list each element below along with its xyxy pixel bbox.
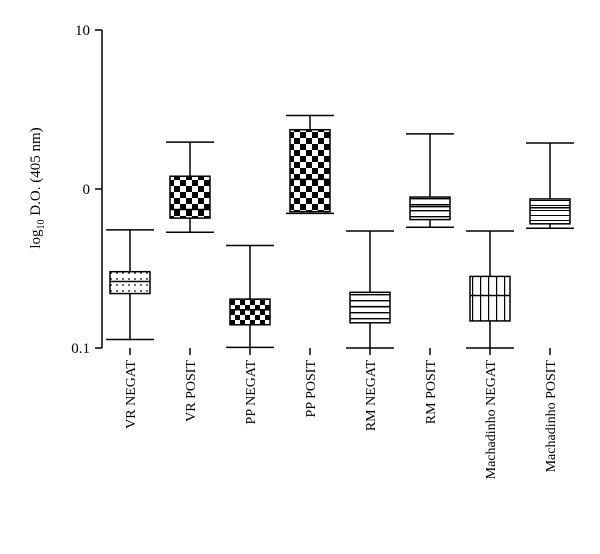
x-axis-labels: VR NEGAT VR POSIT PP NEGAT PP POSIT RM NEGAT… <box>124 348 559 479</box>
box-3 <box>226 244 274 349</box>
x-category-label: VR POSIT <box>184 360 199 422</box>
box-5 <box>346 230 394 349</box>
x-category-label: Machadinho POSIT <box>544 360 559 473</box>
y-axis-title: log10 D.O. (405 nm) <box>28 127 47 248</box>
y-axis-title-main: log <box>28 229 44 249</box>
x-category-label: RM POSIT <box>424 360 439 425</box>
box-1 <box>106 229 154 341</box>
y-tick-label: 10 <box>75 23 90 39</box>
y-axis-title-rest: D.O. (405 nm) <box>28 127 44 219</box>
iqr-box <box>529 198 571 225</box>
y-axis-title-subscript: 10 <box>36 219 47 229</box>
box-4 <box>286 114 334 215</box>
iqr-box <box>229 298 271 326</box>
iqr-box <box>109 270 151 295</box>
y-axis: 10 0 0.1 <box>71 23 103 357</box>
iqr-box <box>349 291 391 324</box>
iqr-box <box>289 128 331 213</box>
x-category-label: VR NEGAT <box>124 360 139 429</box>
x-category-label: RM NEGAT <box>364 360 379 432</box>
x-category-label: PP POSIT <box>304 360 319 418</box>
box-2 <box>166 141 214 233</box>
y-tick-label: 0.1 <box>71 341 90 357</box>
y-tick-label: 0 <box>83 182 91 198</box>
x-category-label: Machadinho NEGAT <box>484 360 499 480</box>
box-7 <box>466 230 514 349</box>
iqr-box <box>169 175 211 219</box>
iqr-box <box>469 275 511 322</box>
box-8 <box>526 142 574 230</box>
boxes-group <box>106 114 574 349</box>
x-category-label: PP NEGAT <box>244 360 259 425</box>
iqr-box <box>409 196 451 221</box>
box-6 <box>406 133 454 228</box>
